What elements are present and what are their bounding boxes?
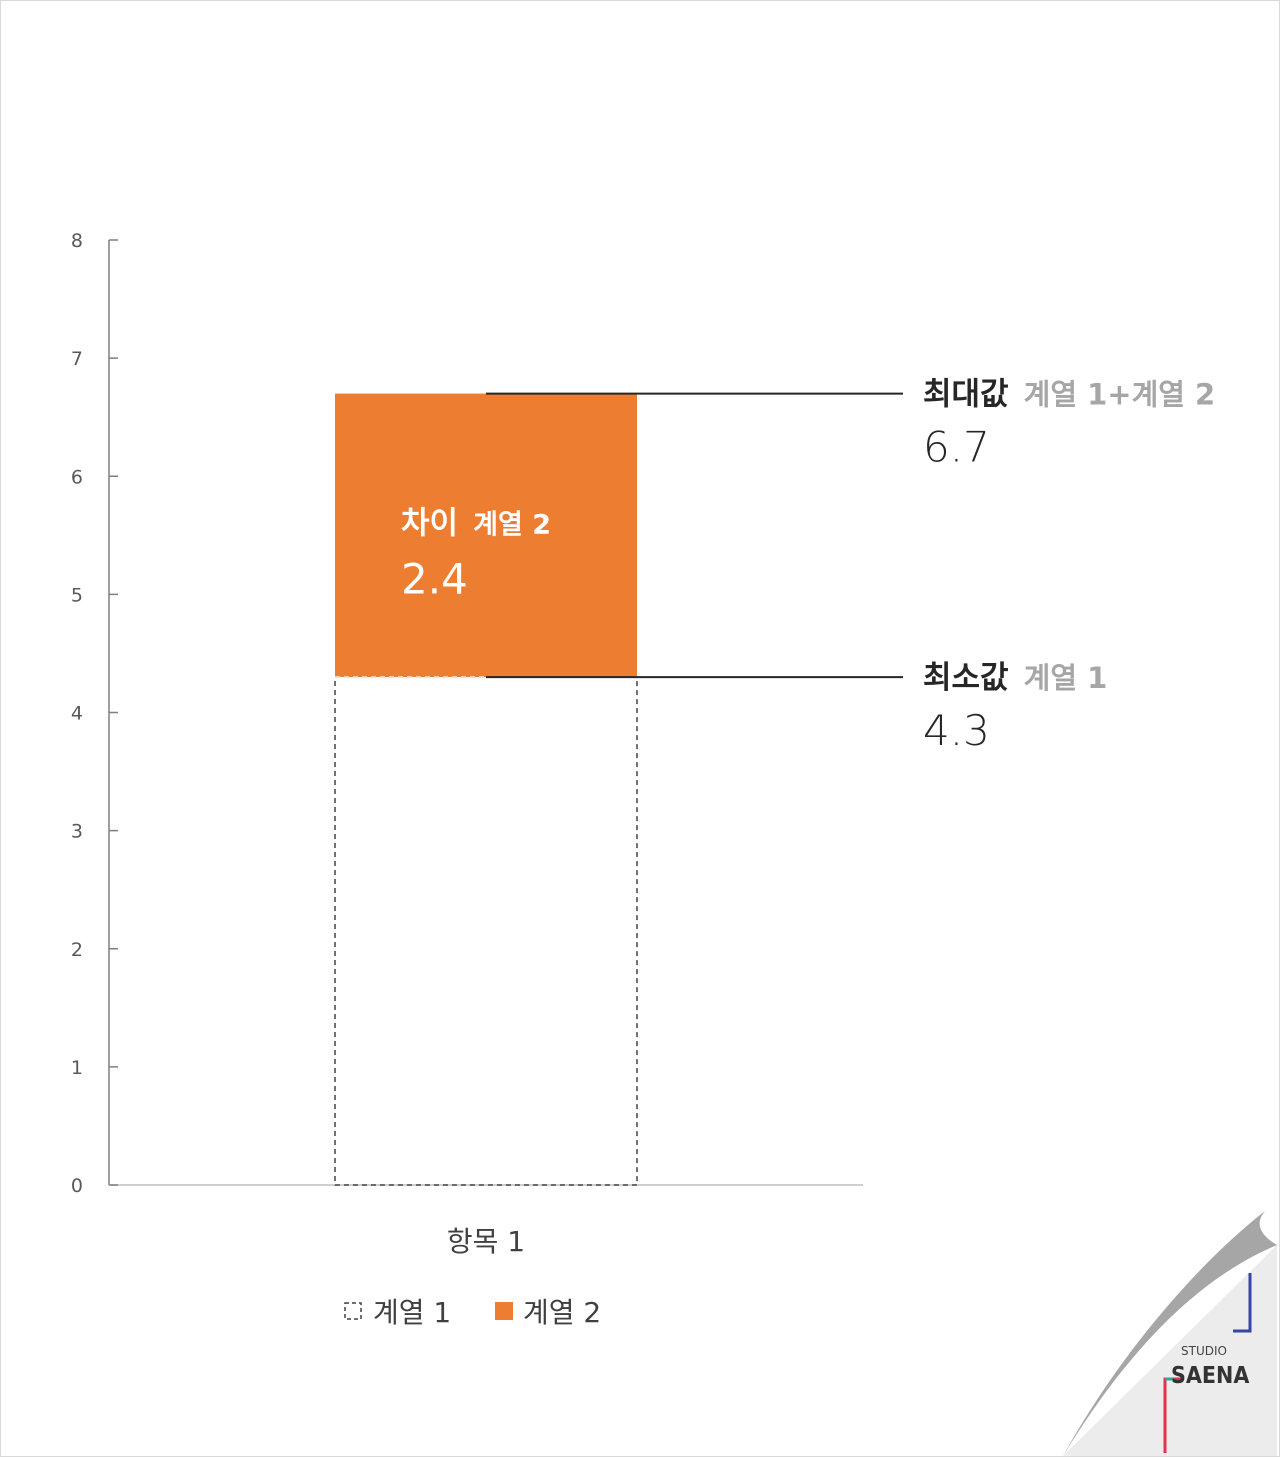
y-tick-label: 7 (71, 348, 83, 370)
y-tick-label: 6 (71, 466, 83, 488)
y-tick-label: 1 (71, 1057, 83, 1079)
max-annotation-title-row: 최대값 계열 1+계열 2 (923, 377, 1215, 413)
dashed-square-icon (344, 1302, 362, 1320)
max-annotation-title: 최대값 (923, 377, 1009, 413)
studio-saena-logo: STUDIO SAENA (1063, 1211, 1277, 1456)
diff-annotation-value: 2.4 (401, 555, 468, 604)
diff-annotation-sub: 계열 2 (473, 510, 551, 541)
min-annotation-sub: 계열 1 (1024, 661, 1108, 695)
bar-series-2 (335, 393, 637, 678)
y-tick-label: 8 (71, 230, 83, 252)
logo-saena-text: SAENA (1171, 1363, 1249, 1389)
bars (334, 393, 638, 1186)
max-annotation-sub: 계열 1+계열 2 (1024, 378, 1216, 412)
page-curl-shadow (1063, 1245, 1277, 1456)
min-annotation-title-row: 최소값 계열 1 (923, 660, 1107, 696)
y-axis-ticks: 0 1 2 3 4 5 6 7 8 (71, 230, 118, 1197)
page-curl-icon (1063, 1211, 1277, 1456)
legend-label-series-2: 계열 2 (523, 1296, 601, 1329)
y-tick-label: 2 (71, 939, 83, 961)
diff-annotation-title: 차이 (401, 506, 458, 542)
max-annotation-value: 6.7 (923, 423, 990, 472)
logo-blue-bracket-icon (1233, 1273, 1252, 1333)
category-label: 항목 1 (447, 1225, 525, 1258)
y-tick-label: 3 (71, 821, 83, 843)
y-tick-label: 5 (71, 584, 83, 606)
legend-label-series-1: 계열 1 (373, 1296, 451, 1329)
min-annotation-title: 최소값 (923, 660, 1009, 696)
legend: 계열 1 계열 2 (344, 1296, 601, 1329)
min-annotation-value: 4.3 (923, 706, 990, 755)
y-tick-label: 4 (71, 703, 83, 725)
bar-series-1 (334, 676, 638, 1186)
logo-studio-text: STUDIO (1181, 1344, 1227, 1358)
orange-square-icon (495, 1302, 513, 1320)
diff-annotation-title-row: 차이 계열 2 (401, 506, 551, 542)
y-tick-label: 0 (71, 1175, 83, 1197)
